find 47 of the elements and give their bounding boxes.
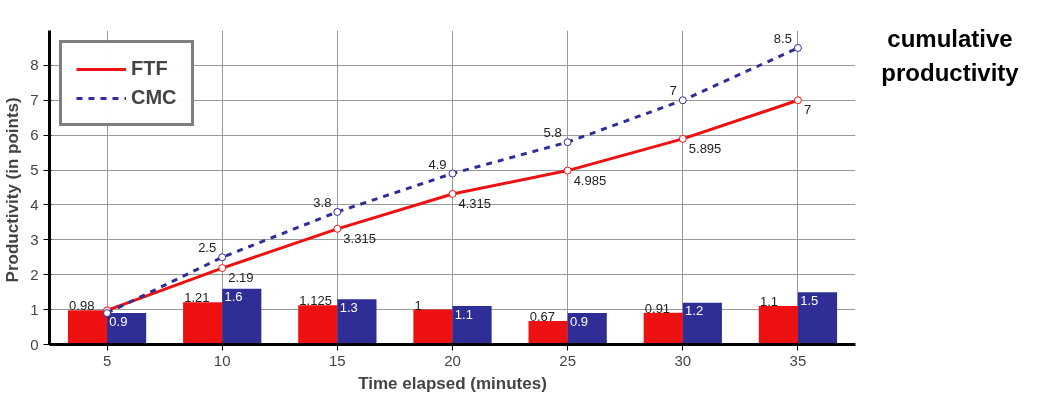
data-label: 5.8	[543, 125, 562, 141]
data-label: 3.315	[343, 230, 376, 246]
x-tick-label: 35	[789, 351, 807, 369]
data-label: 1.5	[800, 292, 819, 308]
x-tick-label: 15	[329, 351, 346, 369]
data-label: 0.91	[644, 300, 671, 316]
data-label: 7	[669, 83, 677, 99]
y-tick-label: 7	[30, 91, 39, 109]
data-label: 1.2	[685, 303, 704, 319]
data-label: 3.8	[313, 194, 332, 210]
data-label: 1	[414, 297, 422, 313]
y-tick-label: 3	[30, 230, 39, 248]
text: cumulative productivity	[880, 24, 1020, 89]
legend-label: FTF	[131, 57, 168, 80]
y-tick-label: 4	[30, 195, 39, 213]
data-label: 1.21	[184, 290, 210, 306]
x-tick-label: 10	[213, 351, 231, 369]
data-label: 1.1	[454, 306, 473, 322]
data-label: 1.3	[339, 299, 358, 315]
x-tick-label: 5	[102, 351, 112, 369]
data-label: 2.5	[198, 240, 217, 256]
y-axis-title: Productivity (in points)	[3, 97, 23, 283]
y-tick-label: 8	[30, 56, 39, 74]
data-label: 0.67	[529, 309, 555, 325]
data-label: 1.125	[299, 293, 332, 309]
data-label: 4.985	[573, 172, 607, 188]
data-label: 8.5	[773, 30, 792, 46]
y-tick-label: 0	[30, 335, 39, 353]
legend-label: CMC	[131, 86, 177, 109]
x-axis-title: Time elapsed (minutes)	[358, 373, 547, 393]
data-label: 5.895	[688, 140, 722, 156]
data-label: 4.9	[428, 156, 447, 172]
data-label: 7	[803, 102, 812, 118]
data-label: 0.9	[109, 313, 128, 329]
data-label: 2.19	[228, 270, 254, 286]
y-tick-label: 5	[30, 161, 39, 179]
data-label: 1.6	[224, 289, 243, 305]
x-tick-label: 20	[444, 351, 461, 369]
data-label: 4.315	[458, 195, 492, 211]
y-tick-label: 2	[30, 265, 39, 283]
y-tick-label: 6	[30, 126, 39, 144]
data-label: 1.1	[759, 294, 779, 310]
x-tick-label: 30	[674, 351, 692, 369]
data-label: 0.9	[569, 313, 589, 329]
x-tick-label: 25	[559, 351, 576, 369]
data-label: 0.98	[69, 298, 95, 314]
y-tick-label: 1	[30, 300, 39, 318]
